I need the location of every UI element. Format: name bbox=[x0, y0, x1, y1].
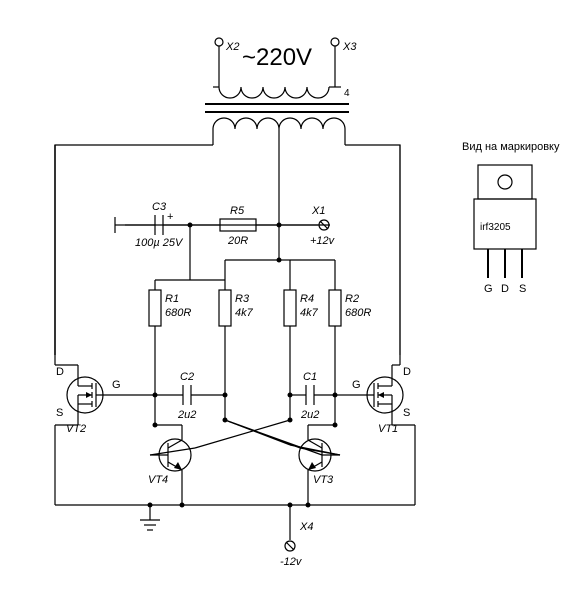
svg-text:R4: R4 bbox=[300, 293, 314, 305]
svg-text:Вид на маркировку: Вид на маркировку bbox=[462, 141, 560, 153]
svg-text:C3: C3 bbox=[152, 201, 167, 213]
svg-text:4k7: 4k7 bbox=[235, 307, 254, 319]
svg-text:X2: X2 bbox=[225, 41, 239, 53]
svg-text:VT4: VT4 bbox=[148, 474, 168, 486]
svg-text:D: D bbox=[403, 366, 411, 378]
svg-text:R3: R3 bbox=[235, 293, 250, 305]
vt3-bjt: VT3 bbox=[299, 430, 340, 486]
svg-text:irf3205: irf3205 bbox=[480, 222, 511, 233]
svg-text:4: 4 bbox=[344, 88, 350, 99]
terminal-x2: X2 bbox=[215, 38, 239, 87]
voltage-label: ~220V bbox=[242, 44, 312, 71]
svg-text:680R: 680R bbox=[345, 307, 371, 319]
svg-text:S: S bbox=[519, 283, 526, 295]
svg-text:4k7: 4k7 bbox=[300, 307, 319, 319]
svg-text:+12v: +12v bbox=[310, 235, 336, 247]
circuit-schematic: X2 X3 ~220V 4 + C3 100µ 25V bbox=[0, 0, 577, 604]
svg-text:R2: R2 bbox=[345, 293, 359, 305]
c3-capacitor: + C3 100µ 25V bbox=[115, 201, 193, 249]
svg-text:X3: X3 bbox=[342, 41, 357, 53]
svg-text:X4: X4 bbox=[299, 521, 313, 533]
svg-text:S: S bbox=[56, 407, 63, 419]
svg-text:G: G bbox=[352, 379, 361, 391]
transformer: 4 bbox=[205, 87, 350, 129]
svg-text:X1: X1 bbox=[311, 205, 325, 217]
ground-symbol bbox=[140, 503, 160, 531]
svg-text:100µ 25V: 100µ 25V bbox=[135, 237, 184, 249]
c2-capacitor: C2 2u2 bbox=[153, 371, 228, 421]
svg-text:C2: C2 bbox=[180, 371, 194, 383]
svg-text:S: S bbox=[403, 407, 410, 419]
vt4-bjt: VT4 bbox=[148, 430, 191, 486]
svg-text:G: G bbox=[112, 379, 121, 391]
svg-text:20R: 20R bbox=[227, 235, 248, 247]
svg-text:D: D bbox=[501, 283, 509, 295]
svg-text:680R: 680R bbox=[165, 307, 191, 319]
c1-capacitor: C1 2u2 bbox=[288, 371, 338, 421]
terminal-x1: X1 +12v bbox=[279, 205, 336, 247]
svg-text:G: G bbox=[484, 283, 493, 295]
svg-text:+: + bbox=[167, 211, 173, 223]
svg-text:D: D bbox=[56, 366, 64, 378]
svg-text:C1: C1 bbox=[303, 371, 317, 383]
r5-resistor: R5 20R bbox=[190, 205, 279, 247]
svg-text:R1: R1 bbox=[165, 293, 179, 305]
svg-text:2u2: 2u2 bbox=[177, 409, 196, 421]
svg-text:2u2: 2u2 bbox=[300, 409, 319, 421]
svg-text:R5: R5 bbox=[230, 205, 245, 217]
terminal-x4: X4 -12v bbox=[280, 503, 313, 569]
terminal-x3: X3 bbox=[331, 38, 357, 87]
package-view: Вид на маркировку irf3205 G D S bbox=[462, 141, 560, 295]
r3-resistor: R3 4k7 bbox=[219, 280, 254, 395]
svg-text:VT3: VT3 bbox=[313, 474, 334, 486]
svg-text:-12v: -12v bbox=[280, 556, 303, 568]
